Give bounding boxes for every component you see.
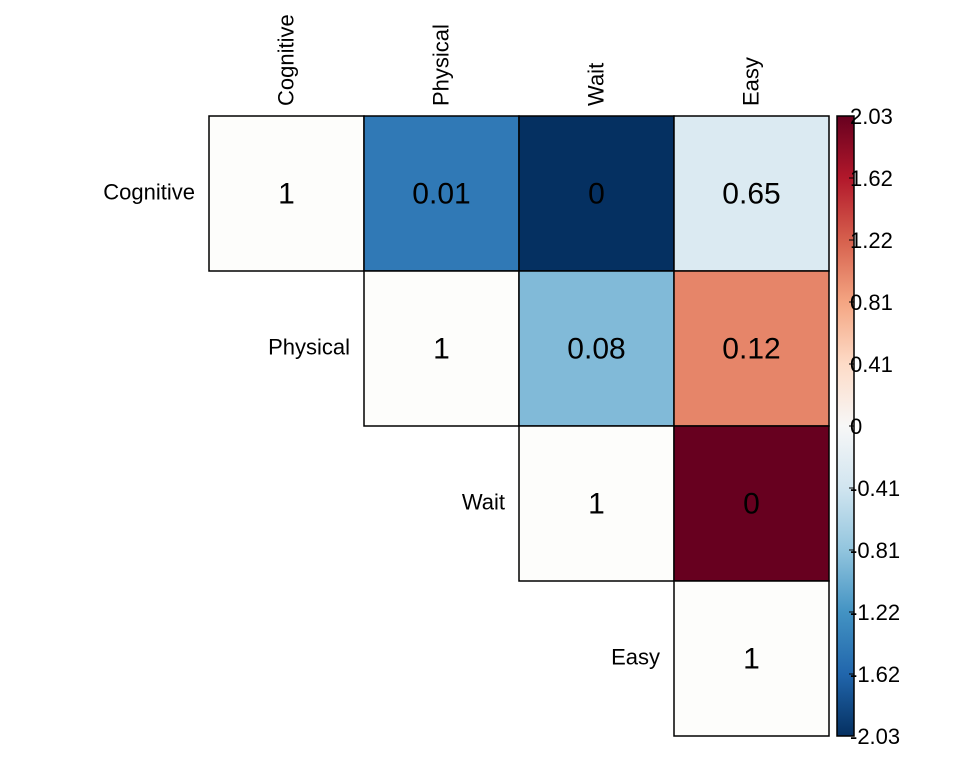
colorbar-tick-label: -2.03 <box>850 724 900 749</box>
cell-physical-easy <box>673 270 830 427</box>
cell-cognitive-wait <box>518 115 675 272</box>
cell-cognitive-cognitive <box>208 115 365 272</box>
cell-label-cognitive-wait: 0 <box>588 178 605 211</box>
row-label-physical: Physical <box>268 335 350 360</box>
cell-wait-easy <box>673 425 830 582</box>
colorbar-tick-label: 0 <box>850 414 862 439</box>
colorbar-tick-label: -1.22 <box>850 600 900 625</box>
colorbar-tick-label: 1.62 <box>850 166 893 191</box>
heatmap-cells: 1 0.01 0 0.65 1 0.08 0.12 1 0 1 <box>208 115 830 737</box>
column-label-physical: Physical <box>429 24 454 106</box>
colorbar-tick-label: 1.22 <box>850 228 893 253</box>
row-label-wait: Wait <box>462 490 505 515</box>
cell-label-cognitive-cognitive: 1 <box>278 178 295 211</box>
cell-cognitive-easy <box>673 115 830 272</box>
colorbar-tick-label: -1.62 <box>850 662 900 687</box>
cell-label-physical-wait: 0.08 <box>567 333 625 366</box>
colorbar-tick-label: 2.03 <box>850 104 893 129</box>
row-label-easy: Easy <box>611 645 660 670</box>
colorbar-tick-label: 0.81 <box>850 290 893 315</box>
colorbar-tick-label: -0.81 <box>850 538 900 563</box>
column-label-cognitive: Cognitive <box>274 14 299 106</box>
cell-cognitive-physical <box>363 115 520 272</box>
colorbar-tick-label: 0.41 <box>850 352 893 377</box>
cell-label-physical-easy: 0.12 <box>722 333 780 366</box>
row-labels: Cognitive Physical Wait Easy <box>103 180 660 670</box>
cell-label-cognitive-easy: 0.65 <box>722 178 780 211</box>
cell-label-wait-wait: 1 <box>588 488 605 521</box>
column-label-wait: Wait <box>584 63 609 106</box>
cell-easy-easy <box>673 580 830 737</box>
colorbar-ticks: 2.03 1.62 1.22 0.81 0.41 0 -0.41 -0.81 -1.22 -1.6… <box>849 104 900 749</box>
row-label-cognitive: Cognitive <box>103 180 195 205</box>
cell-label-cognitive-physical: 0.01 <box>412 178 470 211</box>
cell-wait-wait <box>518 425 675 582</box>
cell-label-physical-physical: 1 <box>433 333 450 366</box>
cell-physical-physical <box>363 270 520 427</box>
colorbar-tick-label: -0.41 <box>850 476 900 501</box>
cell-label-wait-easy: 0 <box>743 488 760 521</box>
column-label-easy: Easy <box>739 57 764 106</box>
colorbar: 2.03 1.62 1.22 0.81 0.41 0 -0.41 -0.81 -1.22 -1.6… <box>836 104 900 749</box>
cell-label-easy-easy: 1 <box>743 643 760 676</box>
column-labels: Cognitive Physical Wait Easy <box>274 14 764 106</box>
